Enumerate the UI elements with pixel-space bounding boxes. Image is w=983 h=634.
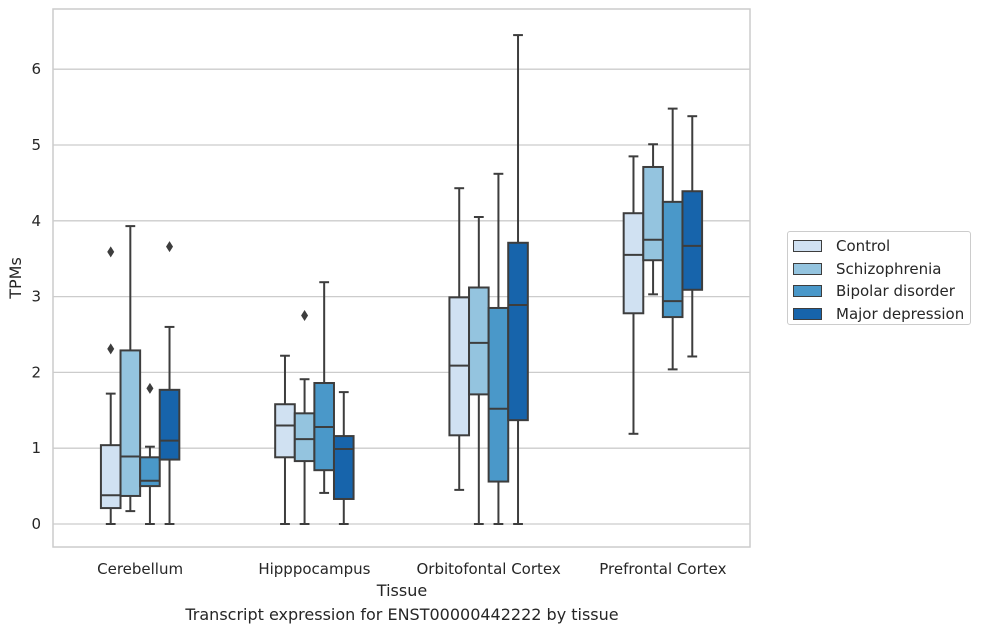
x-tick-label: Orbitofontal Cortex (417, 560, 561, 578)
box (661, 200, 684, 319)
y-tick-label: 0 (31, 515, 41, 533)
outlier-point (107, 343, 115, 355)
x-tick-label: Hipppocampus (258, 560, 370, 578)
y-tick-label: 1 (31, 439, 41, 457)
y-tick-labels: 0 1 2 3 4 5 6 (31, 60, 41, 533)
outlier-point (301, 310, 309, 322)
y-tick-label: 3 (31, 288, 41, 306)
outlier-point (146, 382, 154, 394)
legend-item-control: Control (793, 235, 970, 258)
legend-label-schizophrenia: Schizophrenia (836, 259, 942, 278)
boxes (99, 34, 704, 525)
legend: Control Schizophrenia Bipolar disorder M… (787, 231, 971, 325)
legend-label-control: Control (836, 237, 891, 256)
y-tick-label: 5 (31, 136, 41, 154)
legend-item-bipolar-disorder: Bipolar disorder (793, 280, 970, 303)
legend-swatch-schizophrenia (793, 262, 822, 275)
legend-item-major-depression: Major depression (793, 303, 970, 326)
x-tick-label: Cerebellum (97, 560, 183, 578)
box (158, 388, 181, 461)
y-tick-label: 6 (31, 60, 41, 78)
x-axis-label: Tissue (376, 581, 427, 600)
x-tick-labels: Cerebellum Hipppocampus Orbitofontal Corte… (97, 560, 726, 578)
legend-swatch-major-depression (793, 307, 822, 320)
box (642, 165, 664, 262)
box (507, 241, 529, 422)
box (622, 212, 645, 315)
box (139, 456, 161, 488)
y-axis-label: TPMs (6, 257, 25, 300)
box (99, 444, 122, 510)
y-tick-label: 4 (31, 212, 41, 230)
box (293, 412, 316, 463)
box (332, 435, 355, 500)
legend-swatch-bipolar-disorder (793, 285, 822, 298)
box (487, 306, 510, 483)
legend-item-schizophrenia: Schizophrenia (793, 258, 970, 281)
legend-label-bipolar-disorder: Bipolar disorder (836, 282, 955, 301)
figure-caption: Transcript expression for ENST0000044222… (185, 605, 619, 624)
outlier-point (166, 241, 174, 253)
box (468, 286, 490, 396)
x-tick-label: Prefrontal Cortex (599, 560, 726, 578)
box (681, 190, 704, 291)
y-tick-label: 2 (31, 363, 41, 381)
box (119, 349, 142, 497)
outlier-point (107, 246, 115, 258)
legend-swatch-control (793, 240, 822, 253)
box (274, 403, 296, 459)
legend-label-major-depression: Major depression (836, 304, 965, 323)
